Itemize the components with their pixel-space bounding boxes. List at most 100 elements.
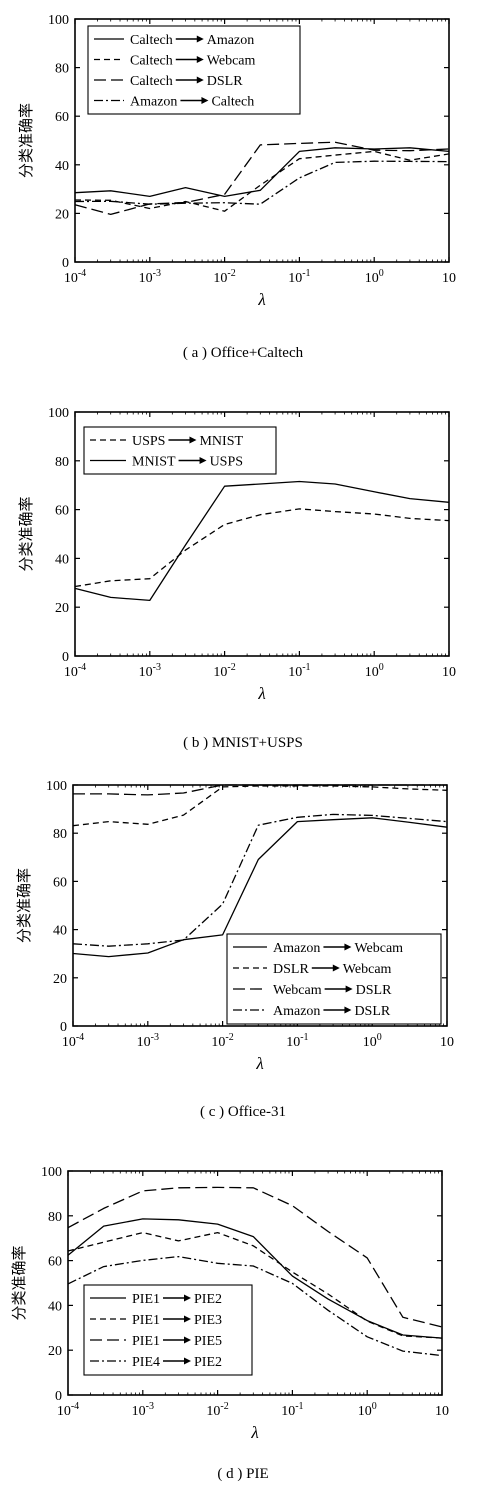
- y-tick-label: 80: [53, 827, 67, 842]
- series-line-Caltech-Amazon: [75, 148, 449, 197]
- legend-source-label: Caltech: [130, 33, 173, 48]
- x-axis-label: λ: [255, 1054, 263, 1073]
- legend-source-label: Caltech: [130, 74, 173, 89]
- legend-target-label: DSLR: [207, 74, 243, 89]
- figure-caption: ( d ) PIE: [217, 1466, 268, 1482]
- figure-caption: ( a ) Office+Caltech: [183, 345, 304, 361]
- x-tick-label: 10-2: [211, 1032, 233, 1050]
- legend-target-label: Amazon: [207, 33, 254, 48]
- y-tick-label: 100: [46, 779, 67, 794]
- y-tick-label: 0: [60, 1020, 67, 1035]
- legend-source-label: DSLR: [273, 962, 309, 977]
- series-line-USPS-MNIST: [75, 509, 449, 587]
- y-tick-label: 20: [53, 972, 67, 987]
- legend-target-label: MNIST: [199, 434, 243, 449]
- legend-target-label: Webcam: [207, 54, 256, 69]
- legend-target-label: Webcam: [343, 962, 392, 977]
- y-tick-label: 80: [55, 62, 69, 77]
- legend-source-label: MNIST: [132, 455, 176, 470]
- x-tick-label: 100: [358, 1401, 377, 1419]
- x-tick-label: 10: [442, 271, 456, 286]
- y-axis-label: 分类准确率: [11, 1245, 28, 1320]
- legend-target-label: DSLR: [354, 1004, 390, 1019]
- x-tick-label: 10-1: [286, 1032, 308, 1050]
- legend-source-label: USPS: [132, 434, 165, 449]
- series-line-Webcam-DSLR: [73, 785, 447, 795]
- x-tick-label: 10-1: [281, 1401, 303, 1419]
- x-tick-label: 100: [365, 662, 384, 680]
- y-tick-label: 60: [53, 875, 67, 890]
- legend-target-label: USPS: [210, 455, 243, 470]
- x-axis-label: λ: [257, 684, 265, 703]
- y-tick-label: 40: [53, 924, 67, 939]
- y-tick-label: 100: [41, 1165, 62, 1180]
- legend-target-label: PIE3: [194, 1313, 222, 1328]
- legend-target-label: DSLR: [356, 983, 392, 998]
- chart-panel-c: 0 20 40 60 80 100 10-4 10-3 10-2 10-1 100 10 λ 分类准确率 A…: [0, 752, 486, 1129]
- x-tick-label: 10-4: [62, 1032, 84, 1050]
- legend-source-label: Amazon: [130, 95, 177, 110]
- legend-target-label: PIE5: [194, 1334, 222, 1349]
- legend-source-label: Amazon: [273, 1004, 320, 1019]
- x-tick-label: 10-4: [64, 268, 86, 286]
- y-tick-label: 60: [55, 110, 69, 125]
- y-tick-label: 80: [55, 455, 69, 470]
- x-tick-label: 10-4: [57, 1401, 79, 1419]
- y-tick-label: 20: [55, 601, 69, 616]
- chart-svg-office-31: 0 20 40 60 80 100 10-4 10-3 10-2 10-1 100 10 λ 分类准确率 A…: [0, 752, 486, 1129]
- y-axis-label: 分类准确率: [18, 103, 35, 178]
- y-tick-label: 20: [55, 207, 69, 222]
- x-tick-label: 10: [435, 1404, 449, 1419]
- figure-caption: ( c ) Office-31: [200, 1104, 286, 1120]
- x-tick-label: 10-3: [132, 1401, 154, 1419]
- y-tick-label: 40: [55, 159, 69, 174]
- x-tick-label: 10-2: [213, 662, 235, 680]
- y-tick-label: 60: [55, 504, 69, 519]
- legend-box: [84, 427, 276, 474]
- y-axis-label: 分类准确率: [18, 496, 35, 571]
- x-tick-label: 100: [363, 1032, 382, 1050]
- x-tick-label: 10-4: [64, 662, 86, 680]
- legend-target-label: PIE2: [194, 1292, 222, 1307]
- y-tick-label: 100: [48, 13, 69, 28]
- legend-source-label: Caltech: [130, 54, 173, 69]
- legend-source-label: PIE4: [132, 1355, 160, 1370]
- figure-caption: ( b ) MNIST+USPS: [183, 735, 303, 751]
- legend-source-label: PIE1: [132, 1292, 160, 1307]
- x-tick-label: 10-2: [213, 268, 235, 286]
- y-axis-label: 分类准确率: [16, 868, 33, 943]
- legend-target-label: Caltech: [211, 95, 254, 110]
- x-tick-label: 100: [365, 268, 384, 286]
- x-axis-label: λ: [257, 290, 265, 309]
- y-tick-label: 80: [48, 1210, 62, 1225]
- y-tick-label: 60: [48, 1255, 62, 1270]
- series-line-Amazon-DSLR: [73, 814, 447, 946]
- series-line-MNIST-USPS: [75, 482, 449, 601]
- y-tick-label: 0: [62, 650, 69, 665]
- series-line-Amazon-Caltech: [75, 161, 449, 204]
- x-tick-label: 10-2: [206, 1401, 228, 1419]
- x-tick-label: 10-3: [139, 268, 161, 286]
- legend-source-label: Amazon: [273, 941, 320, 956]
- x-tick-label: 10: [442, 665, 456, 680]
- x-tick-label: 10-1: [288, 662, 310, 680]
- x-tick-label: 10-3: [139, 662, 161, 680]
- y-tick-label: 20: [48, 1344, 62, 1359]
- x-tick-label: 10-1: [288, 268, 310, 286]
- legend-target-label: Webcam: [354, 941, 403, 956]
- x-tick-label: 10: [440, 1035, 454, 1050]
- x-tick-label: 10-3: [137, 1032, 159, 1050]
- y-tick-label: 0: [55, 1389, 62, 1404]
- legend-source-label: PIE1: [132, 1313, 160, 1328]
- y-tick-label: 40: [48, 1299, 62, 1314]
- y-tick-label: 40: [55, 552, 69, 567]
- legend-target-label: PIE2: [194, 1355, 222, 1370]
- legend-source-label: Webcam: [273, 983, 322, 998]
- legend-source-label: PIE1: [132, 1334, 160, 1349]
